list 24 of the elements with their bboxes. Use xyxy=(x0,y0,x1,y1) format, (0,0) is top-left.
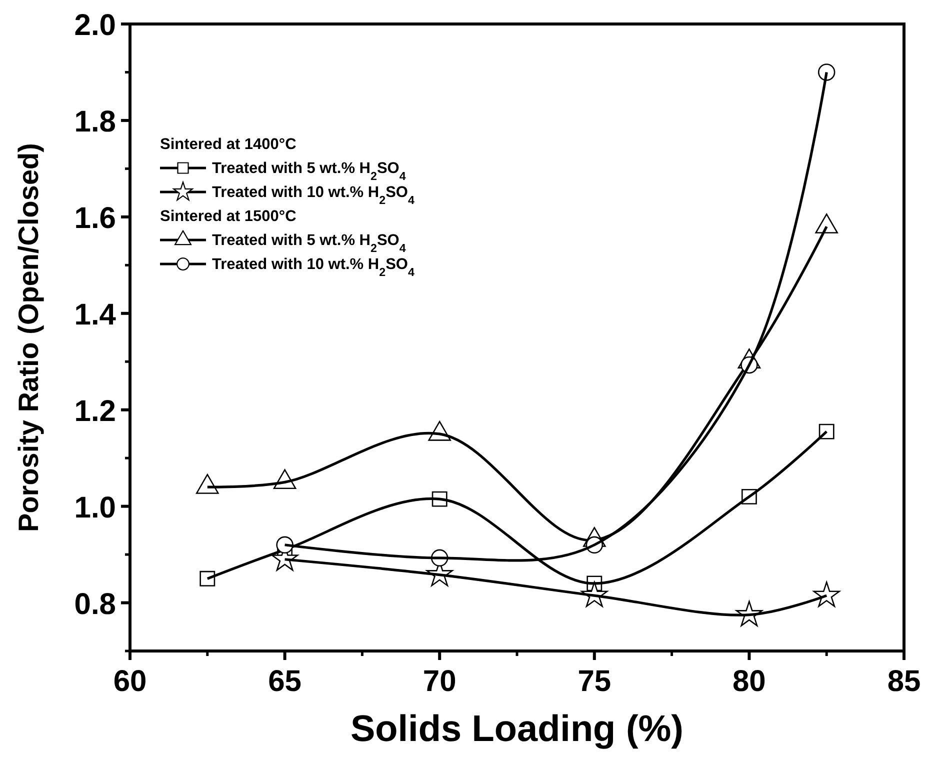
x-tick-label: 85 xyxy=(887,665,921,698)
x-axis-title: Solids Loading (%) xyxy=(350,708,684,749)
annotation: Sintered at 1400°C xyxy=(160,136,296,153)
x-tick-label: 75 xyxy=(578,665,612,698)
point xyxy=(200,570,216,586)
y-tick-label: 1.4 xyxy=(74,298,116,332)
annotation: Sintered at 1500°C xyxy=(160,208,296,225)
y-tick-label: 1.2 xyxy=(74,394,116,428)
point xyxy=(818,64,836,81)
x-tick-label: 60 xyxy=(113,665,147,698)
y-tick-label: 1.6 xyxy=(74,202,116,235)
legend-label: Treated with 10 wt.% H$_{2}$SO$_{4}$ xyxy=(212,256,415,278)
y-tick-label: 1.8 xyxy=(74,105,116,138)
legend-label: Treated with 10 wt.% H$_{2}$SO$_{4}$ xyxy=(212,184,415,206)
x-tick-label: 65 xyxy=(268,665,302,698)
y-tick-label: 2.0 xyxy=(74,9,116,42)
y-tick-label: 1.0 xyxy=(74,491,116,524)
legend-label: Treated with 5 wt.% H$_{2}$SO$_{4}$ xyxy=(212,160,406,182)
x-tick-label: 70 xyxy=(422,665,456,698)
y-tick-label: 0.8 xyxy=(74,588,116,621)
point xyxy=(813,582,840,607)
legend-label: Treated with 5 wt.% H$_{2}$SO$_{4}$ xyxy=(212,232,406,254)
x-tick-label: 80 xyxy=(732,665,766,698)
y-axis-title: Porosity Ratio (Open/Closed) xyxy=(13,143,44,532)
